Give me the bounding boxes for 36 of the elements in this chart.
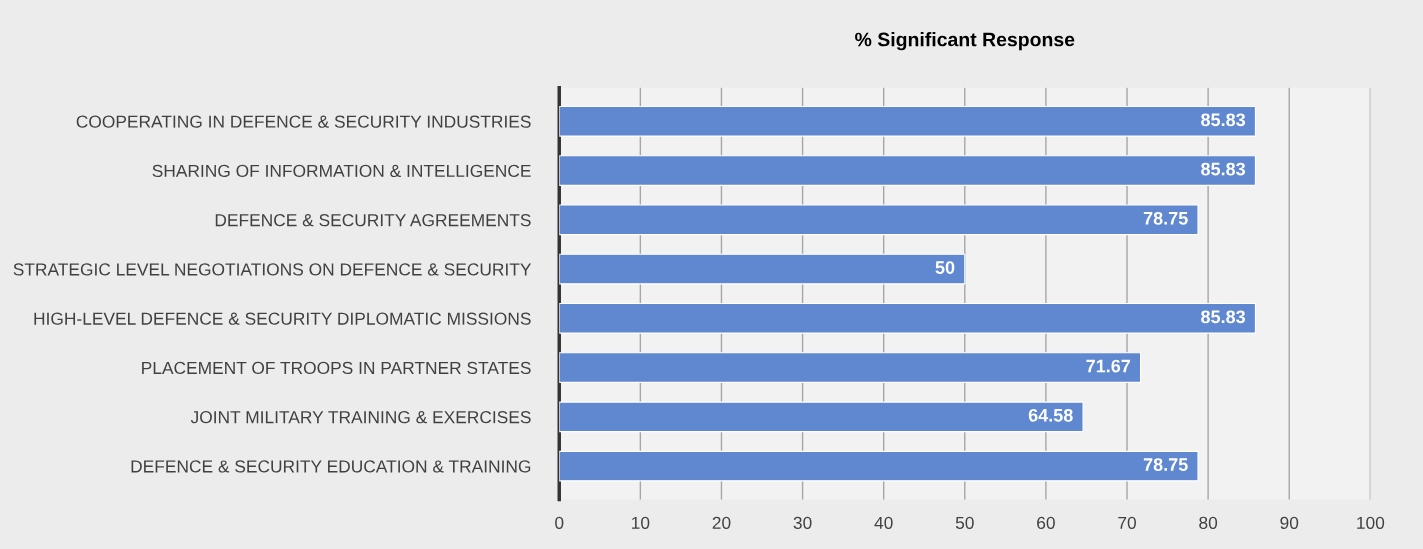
data-label: 78.75 [1143, 458, 1188, 471]
y-tick-label: DEFENCE & SECURITY AGREEMENTS [215, 214, 531, 227]
bar [559, 303, 1256, 334]
data-label: 85.83 [1201, 310, 1246, 324]
data-label: 78.75 [1143, 211, 1188, 225]
data-label: 85.83 [1201, 113, 1246, 127]
y-tick-label: COOPERATING IN DEFENCE & SECURITY INDUSTRIES [76, 115, 531, 128]
y-tick-label: HIGH-LEVEL DEFENCE & SECURITY DIPLOMATIC MISSIONS [34, 312, 531, 325]
bar [559, 401, 1084, 433]
x-tick-label: 80 [1199, 516, 1218, 530]
x-tick-label: 40 [874, 516, 893, 530]
bar [559, 106, 1256, 137]
bar [559, 155, 1256, 186]
bar [559, 352, 1142, 383]
x-tick-label: 20 [712, 516, 731, 530]
x-tick-label: 70 [1118, 516, 1136, 530]
y-tick-label: DEFENCE & SECURITY EDUCATION & TRAINING [131, 460, 531, 473]
chart-title: % Significant Response [855, 32, 1075, 51]
x-tick-label: 0 [555, 516, 564, 530]
x-tick-label: 30 [793, 516, 812, 530]
bar [559, 204, 1199, 236]
x-tick-label: 90 [1280, 516, 1299, 530]
bar [559, 253, 966, 285]
bar [559, 450, 1199, 482]
data-label: 64.58 [1028, 408, 1073, 422]
data-label: 71.67 [1086, 359, 1131, 373]
data-label: 50 [935, 261, 955, 274]
y-tick-label: STRATEGIC LEVEL NEGOTIATIONS ON DEFENCE & SECURITY [13, 263, 532, 276]
y-tick-label: SHARING OF INFORMATION & INTELLIGENCE [152, 164, 531, 178]
x-tick-label: 10 [632, 516, 650, 530]
x-tick-label: 60 [1037, 516, 1055, 530]
x-tick-label: 100 [1357, 516, 1385, 530]
y-tick-label: PLACEMENT OF TROOPS IN PARTNER STATES [142, 361, 531, 375]
y-tick-label: JOINT MILITARY TRAINING & EXERCISES [190, 411, 531, 424]
x-tick-label: 50 [955, 516, 974, 530]
data-label: 85.83 [1201, 162, 1246, 176]
